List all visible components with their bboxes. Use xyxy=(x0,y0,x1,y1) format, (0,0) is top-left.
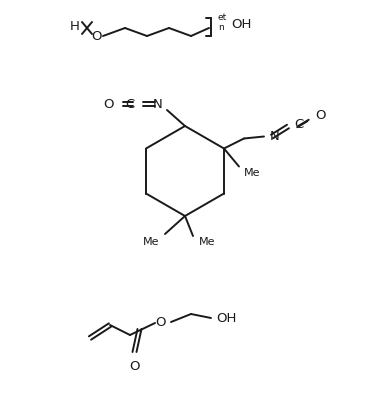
Text: C: C xyxy=(294,118,303,131)
Text: O: O xyxy=(91,30,101,43)
Text: et: et xyxy=(218,14,227,22)
Text: Me: Me xyxy=(244,168,260,178)
Text: Me: Me xyxy=(199,237,216,247)
Text: N: N xyxy=(270,130,280,143)
Text: H: H xyxy=(70,20,80,34)
Text: Me: Me xyxy=(142,237,159,247)
Text: O: O xyxy=(315,109,326,122)
Text: OH: OH xyxy=(231,18,251,30)
Text: n: n xyxy=(218,22,224,32)
Text: O: O xyxy=(129,360,140,373)
Text: O: O xyxy=(156,316,166,328)
Text: OH: OH xyxy=(216,312,236,324)
Text: C: C xyxy=(126,97,135,111)
Text: N: N xyxy=(152,97,162,111)
Text: O: O xyxy=(103,97,114,111)
